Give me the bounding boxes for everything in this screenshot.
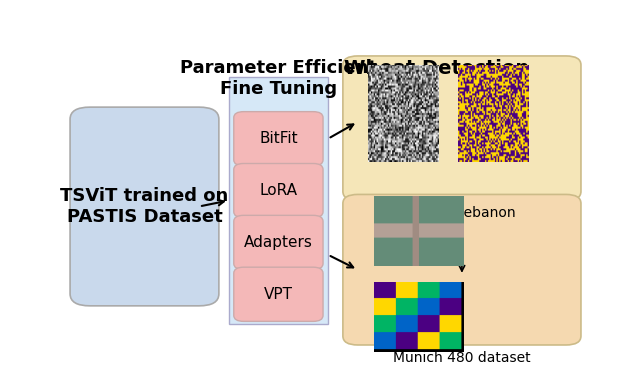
FancyBboxPatch shape	[234, 215, 323, 269]
Text: TSViT trained on
PASTIS Dataset: TSViT trained on PASTIS Dataset	[60, 187, 228, 226]
Text: Wheat Detection: Wheat Detection	[344, 59, 530, 78]
FancyBboxPatch shape	[234, 163, 323, 218]
FancyBboxPatch shape	[343, 56, 581, 201]
Text: BitFit: BitFit	[259, 131, 298, 146]
Text: Beqaa-Lebanon: Beqaa-Lebanon	[408, 206, 516, 221]
FancyBboxPatch shape	[70, 107, 219, 306]
Text: Adapters: Adapters	[244, 235, 313, 250]
Text: Munich 480 dataset: Munich 480 dataset	[393, 351, 531, 365]
Text: LoRA: LoRA	[259, 183, 298, 198]
Text: Parameter Efficient
Fine Tuning: Parameter Efficient Fine Tuning	[180, 59, 377, 98]
FancyBboxPatch shape	[229, 77, 328, 324]
FancyBboxPatch shape	[343, 194, 581, 345]
FancyBboxPatch shape	[234, 267, 323, 321]
Text: VPT: VPT	[264, 287, 293, 302]
FancyBboxPatch shape	[234, 112, 323, 166]
